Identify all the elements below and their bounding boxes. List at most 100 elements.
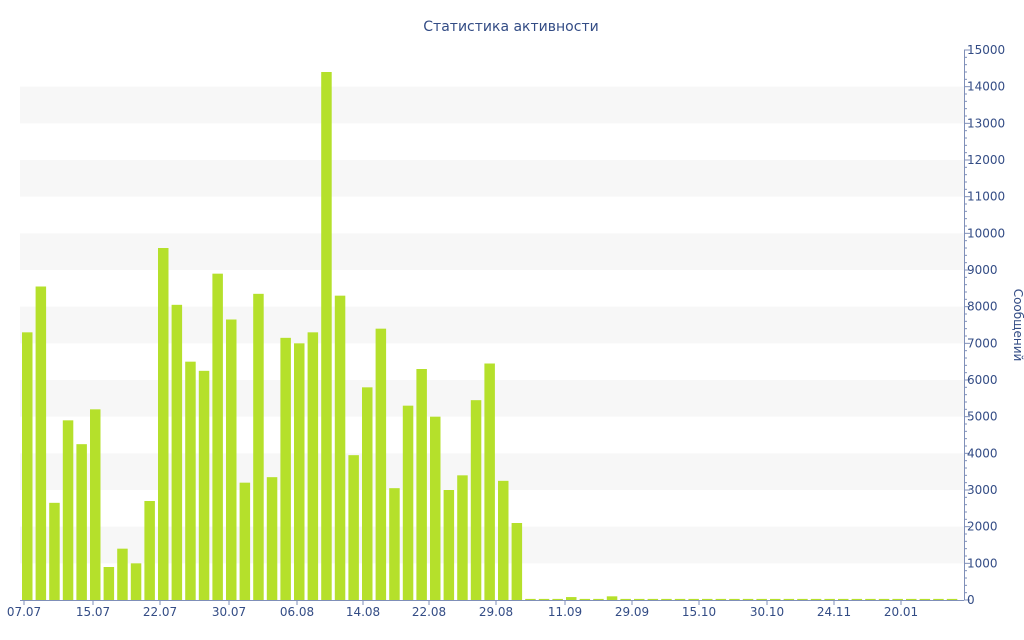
y-tick-label: 10000 xyxy=(967,226,1005,240)
x-tick-label: 14.08 xyxy=(346,605,380,619)
bar xyxy=(770,598,781,600)
grid-band xyxy=(20,86,964,124)
bar xyxy=(538,598,550,600)
bar xyxy=(443,490,455,600)
bar xyxy=(620,598,631,600)
bar xyxy=(158,248,169,600)
y-tick-label: 15000 xyxy=(967,43,1005,57)
bar xyxy=(362,387,373,600)
grid-band xyxy=(20,160,964,197)
bar xyxy=(906,598,917,600)
y-tick-label: 8000 xyxy=(967,300,998,314)
bar xyxy=(715,598,727,600)
bar xyxy=(402,405,414,600)
bar xyxy=(919,598,931,600)
bar xyxy=(416,369,427,600)
y-tick-label: 13000 xyxy=(967,116,1005,130)
x-tick-label: 07.07 xyxy=(7,605,41,619)
bar xyxy=(226,319,237,600)
bar xyxy=(144,501,155,600)
bar xyxy=(742,598,754,600)
bar xyxy=(946,598,958,600)
bar xyxy=(525,598,536,600)
y-tick-label: 2000 xyxy=(967,520,998,534)
bar xyxy=(76,444,87,600)
y-tick-label: 0 xyxy=(967,593,975,607)
bar xyxy=(579,598,591,600)
bar xyxy=(103,567,115,600)
x-tick-label: 30.10 xyxy=(750,605,784,619)
grid-bands xyxy=(20,86,964,564)
bar xyxy=(266,477,278,600)
x-tick-label: 29.08 xyxy=(479,605,513,619)
bar xyxy=(430,416,441,600)
x-tick-label: 15.10 xyxy=(682,605,716,619)
y-tick-label: 6000 xyxy=(967,373,998,387)
chart-title: Статистика активности xyxy=(423,19,598,35)
bar xyxy=(307,332,319,600)
bar xyxy=(838,598,849,600)
bar xyxy=(239,482,251,600)
bar xyxy=(674,598,686,600)
y-tick-label: 9000 xyxy=(967,263,998,277)
bar xyxy=(90,409,101,600)
bar xyxy=(566,597,577,600)
bar xyxy=(865,598,876,600)
y-tick-label: 12000 xyxy=(967,153,1005,167)
y-tick-label: 7000 xyxy=(967,336,998,350)
y-axis: 0 1000 2000 3000 4000 5000 6000 7000 8000 9000 100… xyxy=(964,43,1005,607)
x-tick-label: 22.07 xyxy=(143,605,177,619)
bar xyxy=(511,523,523,600)
bar xyxy=(688,598,699,600)
bar xyxy=(851,598,863,600)
bar xyxy=(661,598,672,600)
grid-band xyxy=(20,233,964,270)
bar xyxy=(375,328,387,600)
bar xyxy=(470,400,482,600)
bar xyxy=(171,304,183,600)
bar xyxy=(606,596,618,600)
bar xyxy=(117,548,128,600)
x-tick-label: 24.11 xyxy=(817,605,851,619)
x-tick-label: 29.09 xyxy=(615,605,649,619)
bars xyxy=(22,72,958,600)
bar xyxy=(552,598,563,600)
bar xyxy=(212,273,223,600)
y-tick-label: 11000 xyxy=(967,190,1005,204)
bar xyxy=(498,480,509,600)
bar xyxy=(334,295,346,600)
x-tick-label: 15.07 xyxy=(76,605,110,619)
bar xyxy=(49,502,60,600)
bar xyxy=(35,286,47,600)
bar xyxy=(878,598,890,600)
bar xyxy=(185,361,196,600)
bar xyxy=(198,370,210,600)
y-axis-label: Сообщений xyxy=(1011,289,1024,362)
bar xyxy=(294,343,305,600)
x-tick-label: 30.07 xyxy=(212,605,246,619)
x-axis: 07.07 15.07 22.07 30.07 06.08 14.08 22.08 29.08… xyxy=(7,600,964,619)
bar xyxy=(797,598,808,600)
bar xyxy=(783,598,795,600)
y-tick-label: 3000 xyxy=(967,483,998,497)
bar xyxy=(729,598,740,600)
y-tick-label: 1000 xyxy=(967,556,998,570)
bar xyxy=(253,293,264,600)
x-tick-label: 11.09 xyxy=(548,605,582,619)
x-tick-label: 20.01 xyxy=(884,605,918,619)
bar xyxy=(457,475,468,600)
bar xyxy=(22,332,33,600)
bar xyxy=(280,337,291,600)
bar xyxy=(130,563,142,600)
bar xyxy=(824,598,835,600)
bar xyxy=(756,598,767,600)
bar xyxy=(702,598,713,600)
bar xyxy=(321,72,332,600)
bar xyxy=(647,598,659,600)
bar xyxy=(933,598,944,600)
bar xyxy=(634,598,645,600)
bar xyxy=(593,598,604,600)
y-tick-label: 5000 xyxy=(967,410,998,424)
bar xyxy=(892,598,903,600)
